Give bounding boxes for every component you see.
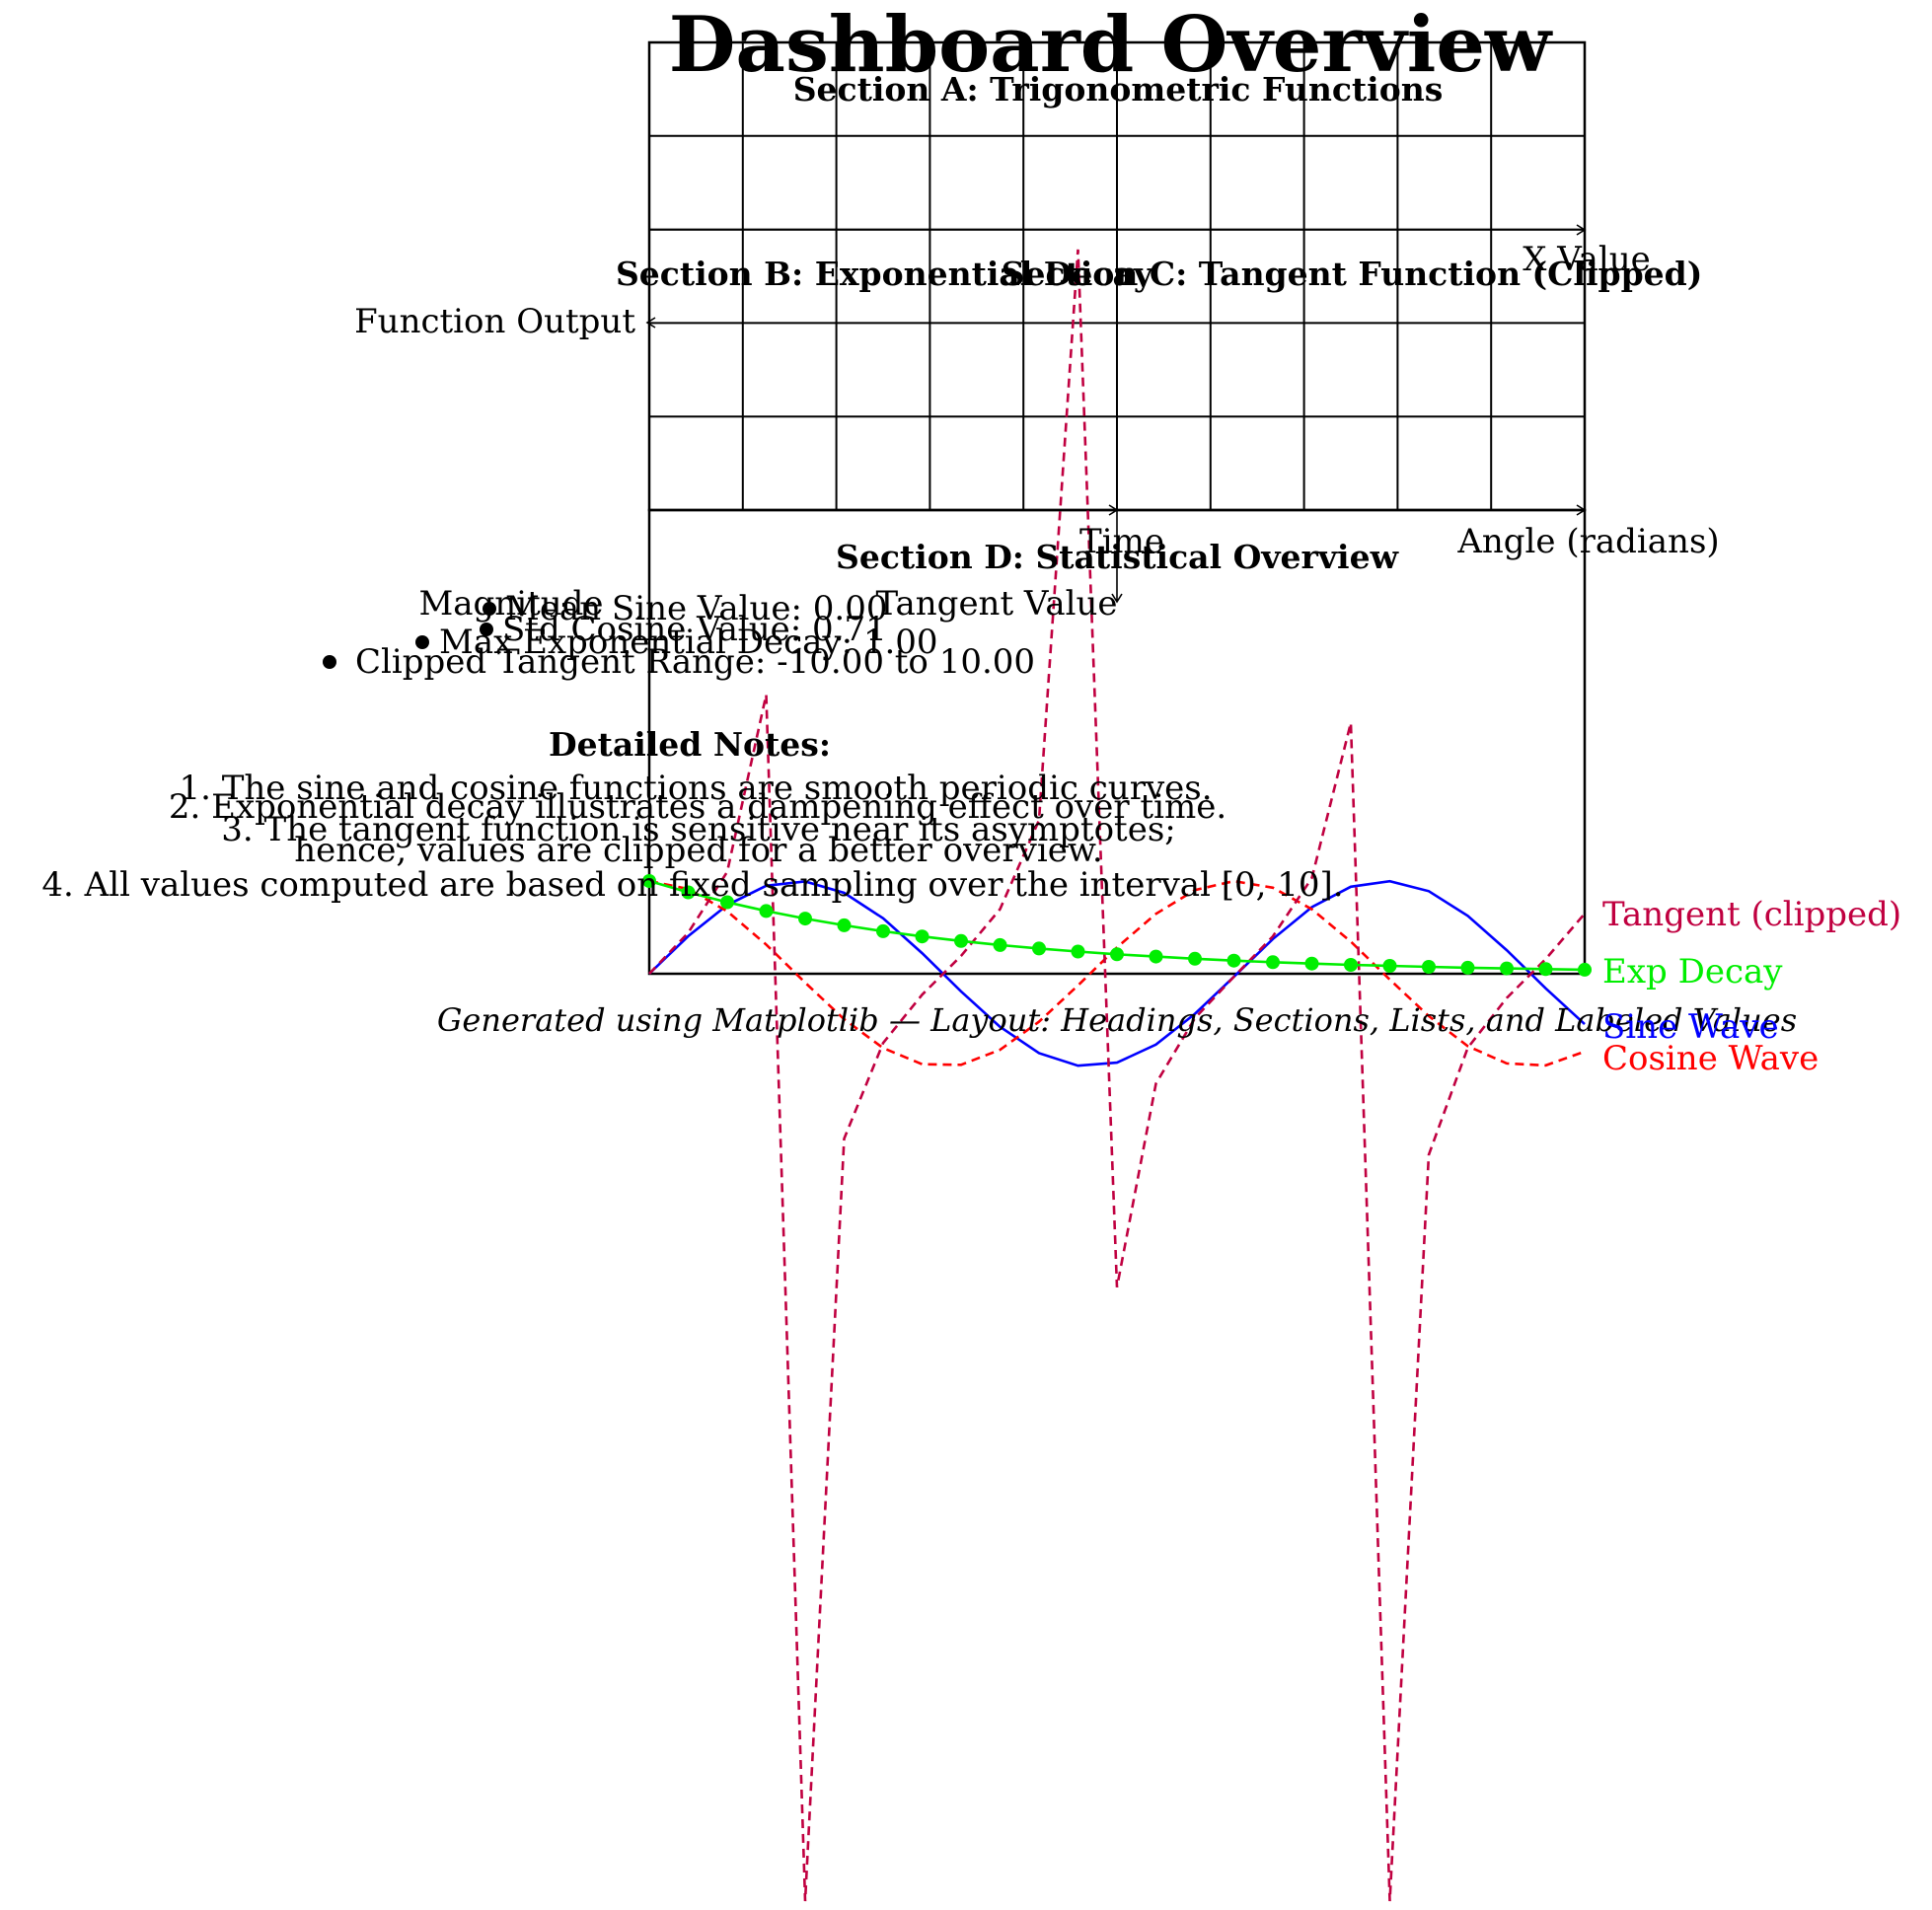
a-x-axis-arrow [649,224,1587,236]
note-item: 4. All values computed are based on fixe… [41,865,1343,905]
a-x-label: X Value [1523,240,1651,279]
exp-series-point [1500,961,1514,976]
exp-series-point [1110,947,1124,962]
exp-series-point [1032,941,1046,956]
legend-exp: Exp Decay [1602,952,1783,992]
exp-series-point [1344,958,1358,972]
exp-series-point [681,885,696,900]
exp-series-point [1149,949,1163,964]
note-item: 3. The tangent function is sensitive nea… [221,810,1175,849]
legend-cosine: Cosine Wave [1602,1039,1819,1078]
exp-series-point [759,904,774,918]
c-x-axis-arrow [1117,504,1587,516]
exp-series-point [1422,960,1436,974]
exp-series-point [1304,956,1319,971]
a-y-label: Function Output [354,302,635,341]
grid-lines [649,42,1585,510]
c-x-label: Angle (radians) [1456,522,1719,561]
stat-item: Mean Sine Value: 0.00 [505,589,887,628]
exp-series-point [1538,962,1553,977]
b-y-axis-arrow [1111,510,1123,604]
exp-series-point [1226,953,1241,968]
stat-bullet [483,602,496,616]
b-x-axis-arrow [649,504,1119,516]
exp-series-point [1071,944,1085,959]
section-d-heading: Section D: Statistical Overview [836,538,1400,576]
exp-series-point [720,895,734,910]
exp-series-point [1266,955,1280,970]
exp-series-point [993,937,1007,952]
note-item: 1. The sine and cosine functions are smo… [179,769,1212,808]
axis-arrows [645,224,1587,604]
exp-series-point [915,929,929,944]
stat-bullet [415,635,429,649]
footer-caption: Generated using Matplotlib — Layout: Hea… [437,1001,1797,1039]
b-x-label: Time [1079,522,1164,561]
stats-list: Mean Sine Value: 0.00 Std Cosine Value: … [323,589,1035,682]
stat-item: Max Exponential Decay: 1.00 [439,623,938,662]
exp-series-point [1382,959,1397,973]
exp-series-point [837,918,852,932]
stat-bullet [480,623,493,636]
exp-series-point [1578,962,1592,977]
exp-series-point [642,874,656,888]
exp-series-point [798,912,812,926]
exp-series-point [1188,951,1202,966]
tangent-series-line [648,249,1586,1902]
legend-tangent: Tangent (clipped) [1602,895,1901,934]
page-title: Dashboard Overview [669,0,1553,90]
c-y-label: Tangent Value [875,584,1117,624]
plot-layer [642,249,1592,1902]
stat-bullet [323,655,336,669]
section-c-heading: Section C: Tangent Function (Clipped) [1002,255,1703,293]
note-item: hence, values are clipped for a better o… [294,831,1103,870]
legend-sine: Sine Wave [1602,1007,1779,1047]
exp-series-point [1460,960,1475,975]
stat-item: Clipped Tangent Range: -10.00 to 10.00 [355,642,1035,682]
notes-heading: Detailed Notes: [549,725,831,764]
stat-item: Std Cosine Value: 0.71 [502,610,887,649]
b-y-label: Magnitude [418,584,603,624]
sine-series-line [648,879,1586,1067]
note-item: 2. Exponential decay illustrates a dampe… [169,787,1226,827]
exp-series-point [876,923,890,938]
exp-series-point [954,933,968,948]
section-b-heading: Section B: Exponential Decay [616,255,1153,293]
section-a-heading: Section A: Trigonometric Functions [793,70,1444,109]
